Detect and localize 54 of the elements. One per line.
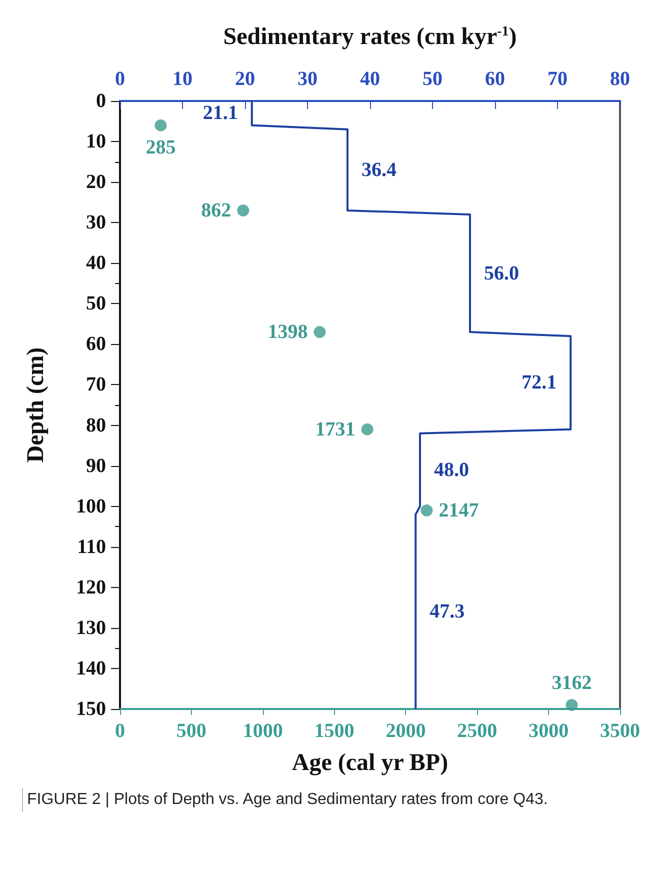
y-tick-label: 100	[76, 495, 106, 518]
point	[420, 504, 433, 516]
caption: FIGURE 2 | Plots of Depth vs. Age and Sedimentary rates from core Q43.	[22, 788, 634, 812]
x-axis-title: Age (cal yr BP)	[292, 750, 448, 776]
x-tick-label: 2000	[386, 720, 426, 742]
y-tick-label: 140	[76, 657, 106, 680]
annotation: 36.4	[362, 158, 396, 181]
y-axis-title: Depth (cm)	[23, 347, 49, 463]
y-tick-label: 70	[86, 374, 106, 396]
x-tick-label: 3000	[528, 720, 569, 742]
y-tick-label: 20	[86, 171, 106, 194]
y-tick-label: 10	[86, 130, 106, 153]
x-tick-label: 0	[115, 720, 125, 742]
y-tick-label: 110	[77, 536, 106, 558]
point	[314, 326, 326, 338]
annotation: 1731	[315, 418, 356, 440]
x-tick-label: 2500	[457, 720, 498, 742]
y-tick-label: 40	[86, 252, 106, 274]
annotation: 21.1	[202, 102, 238, 124]
y-tick-label: 60	[86, 333, 106, 356]
x-tick-label: 1500	[314, 720, 354, 742]
x-tick-label: 1000	[242, 720, 283, 742]
annotation: 47.3	[430, 600, 465, 623]
y-tick-label: 120	[76, 576, 106, 598]
x2-tick-label: 60	[485, 68, 505, 90]
y-tick-label: 130	[76, 616, 106, 639]
annotation: 285	[146, 136, 176, 158]
annotation: 72.1	[522, 372, 557, 394]
x-tick-label: 3500	[600, 720, 640, 742]
y-tick-label: 80	[86, 414, 106, 436]
y-tick-label: 90	[86, 454, 106, 477]
point	[361, 423, 374, 436]
annotation: 48.0	[434, 458, 469, 481]
y-tick-label: 0	[96, 90, 106, 112]
x2-tick-label: 20	[235, 68, 255, 90]
annotation: 3162	[552, 672, 592, 694]
point	[566, 698, 578, 711]
annotation: 862	[201, 199, 232, 222]
annotation: 1398	[268, 321, 308, 344]
x2-tick-label: 50	[422, 68, 442, 90]
x2-tick-label: 30	[298, 68, 318, 90]
point	[237, 204, 250, 216]
x-tick-label: 500	[176, 720, 206, 742]
x2-tick-label: 0	[115, 68, 125, 90]
annotation: 56.0	[484, 262, 519, 284]
x2-tick-label: 80	[610, 68, 630, 90]
point	[154, 119, 167, 132]
annotation: 2147	[438, 499, 479, 522]
y-tick-label: 50	[86, 292, 106, 315]
y-tick-label: 150	[76, 698, 106, 720]
x2-tick-label: 10	[172, 68, 192, 90]
x2-tick-label: 40	[360, 68, 380, 90]
y-tick-label: 30	[86, 212, 106, 234]
x2-tick-label: 70	[548, 68, 568, 90]
